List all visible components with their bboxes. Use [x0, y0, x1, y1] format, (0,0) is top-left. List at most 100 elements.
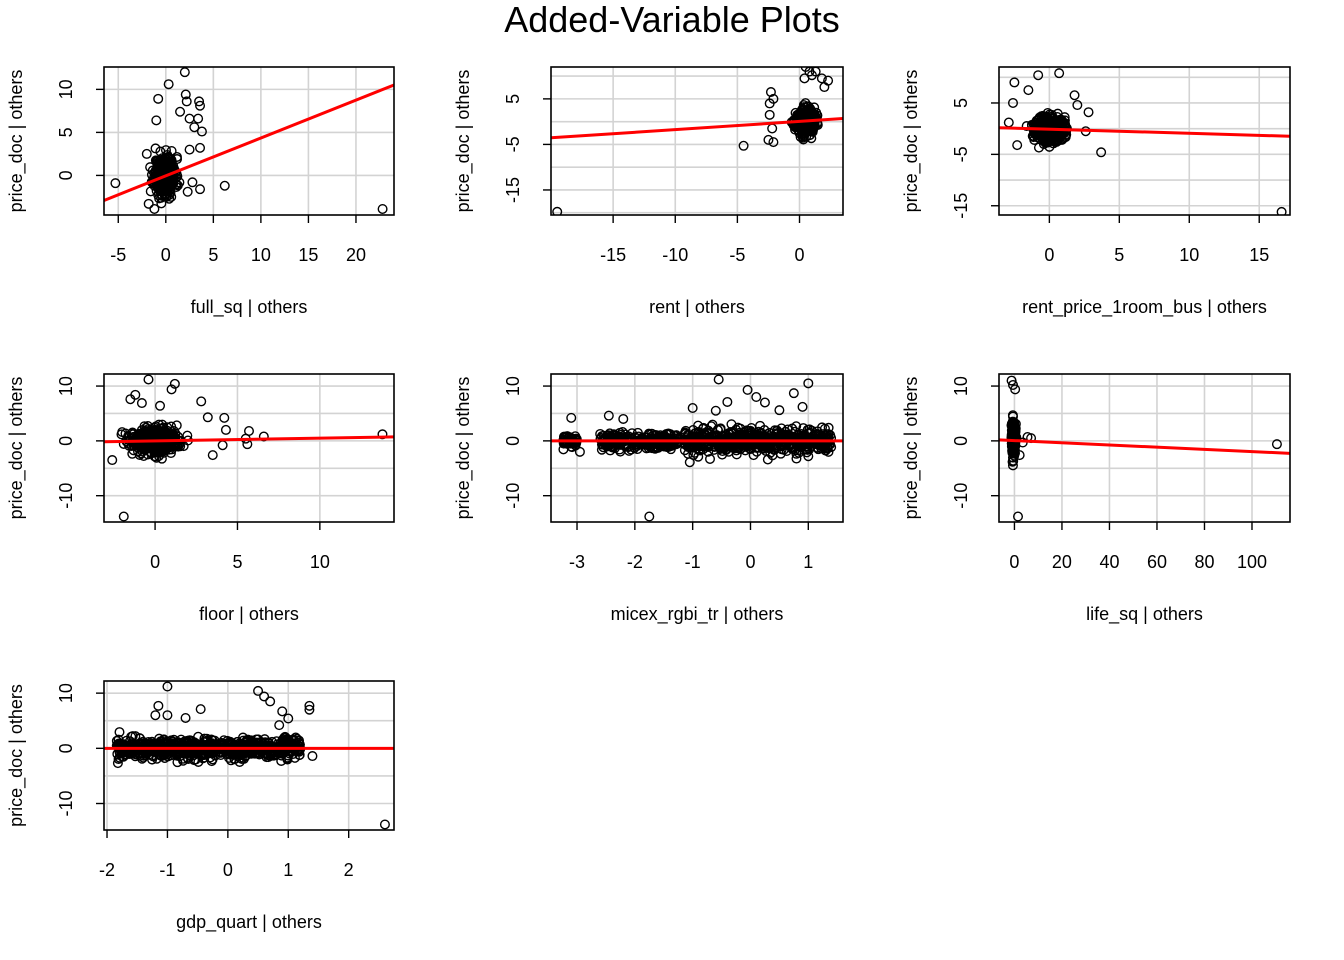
y-axis-label: price_doc | others — [6, 70, 27, 213]
data-point — [1033, 70, 1044, 81]
data-point — [734, 433, 745, 444]
data-point — [803, 451, 814, 462]
data-point — [595, 428, 606, 439]
x-tick-label: 20 — [1052, 552, 1072, 572]
data-point — [774, 405, 785, 416]
data-point — [742, 384, 753, 395]
data-point — [274, 720, 285, 731]
x-tick-label: 15 — [298, 245, 318, 265]
data-point — [277, 706, 288, 717]
data-point — [1052, 108, 1063, 119]
data-point — [143, 198, 154, 209]
data-point — [160, 153, 171, 164]
x-tick-label: 80 — [1194, 552, 1214, 572]
data-point — [765, 87, 776, 98]
data-point — [1007, 460, 1018, 471]
x-tick-label: 100 — [1237, 552, 1267, 572]
data-point — [762, 429, 773, 440]
data-point — [193, 731, 204, 742]
fit-line — [104, 83, 394, 202]
data-point — [253, 685, 264, 696]
data-point — [153, 93, 164, 104]
data-point — [738, 140, 749, 151]
x-axis-label: micex_rgbi_tr | others — [611, 604, 784, 625]
data-point — [219, 180, 230, 191]
data-point — [1007, 456, 1018, 467]
data-point — [803, 378, 814, 389]
data-point — [746, 422, 757, 433]
data-point — [733, 443, 744, 454]
data-point — [703, 442, 714, 453]
points — [1003, 68, 1287, 215]
y-tick-label: -10 — [951, 483, 971, 509]
data-point — [684, 457, 695, 468]
data-point — [258, 431, 269, 442]
plot-frame — [103, 680, 395, 831]
data-point — [789, 444, 800, 455]
data-point — [210, 750, 221, 761]
y-tick-label: -15 — [503, 177, 523, 203]
data-point — [1069, 90, 1080, 101]
data-point — [794, 118, 805, 129]
data-point — [181, 96, 192, 107]
data-point — [819, 82, 830, 93]
data-point — [767, 123, 778, 134]
y-tick-label: 10 — [56, 683, 76, 703]
x-tick-label: 15 — [1249, 245, 1269, 265]
data-point — [143, 374, 154, 385]
data-point — [202, 412, 213, 423]
data-point — [796, 428, 807, 439]
data-point — [552, 206, 563, 215]
data-point — [727, 428, 738, 439]
data-point — [689, 447, 700, 458]
data-point — [1010, 384, 1021, 395]
fit-line — [999, 438, 1290, 455]
data-point — [265, 750, 276, 761]
data-point — [1033, 142, 1044, 153]
data-point — [795, 433, 806, 444]
y-axis-label: price_doc | others — [6, 377, 27, 520]
data-point — [138, 736, 149, 747]
data-point — [141, 148, 152, 159]
data-point — [713, 374, 724, 385]
plot-frame — [103, 66, 395, 216]
data-point — [723, 446, 734, 457]
data-point — [207, 450, 218, 461]
data-point — [166, 429, 177, 440]
data-point — [798, 102, 809, 113]
data-point — [293, 740, 304, 751]
data-point — [110, 178, 121, 189]
data-point — [787, 423, 798, 434]
data-point — [379, 819, 390, 830]
data-point — [166, 384, 177, 395]
data-point — [812, 442, 823, 453]
data-point — [116, 741, 127, 752]
data-point — [307, 751, 318, 762]
x-tick-label: -3 — [569, 552, 585, 572]
y-tick-label: 0 — [503, 436, 523, 446]
data-point — [156, 751, 167, 762]
x-tick-label: 10 — [1179, 245, 1199, 265]
y-tick-label: 5 — [503, 94, 523, 104]
data-point — [138, 450, 149, 461]
data-point — [768, 137, 779, 148]
x-tick-label: 10 — [251, 245, 271, 265]
data-point — [652, 442, 663, 453]
data-point — [137, 433, 148, 444]
x-tick-label: 0 — [1044, 245, 1054, 265]
data-point — [800, 108, 811, 119]
data-point — [157, 190, 168, 201]
data-point — [136, 398, 147, 409]
x-tick-label: 10 — [310, 552, 330, 572]
data-point — [1014, 450, 1025, 461]
data-point — [797, 401, 808, 412]
data-point — [114, 727, 125, 738]
data-point — [184, 113, 195, 124]
data-point — [1083, 107, 1094, 118]
data-point — [117, 427, 128, 438]
data-point — [283, 713, 294, 724]
data-point — [196, 396, 207, 407]
data-point — [155, 736, 166, 747]
